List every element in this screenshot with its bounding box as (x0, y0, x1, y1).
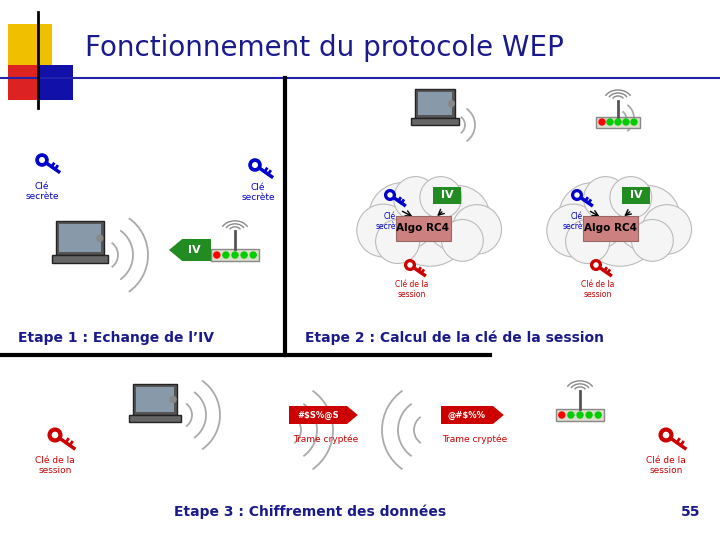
Text: Clé
secrète: Clé secrète (241, 183, 275, 202)
FancyBboxPatch shape (411, 118, 459, 125)
Text: Clé de la
session: Clé de la session (395, 280, 428, 299)
FancyBboxPatch shape (622, 186, 650, 204)
Circle shape (251, 252, 256, 258)
Circle shape (631, 119, 637, 125)
Text: Clé
secrète: Clé secrète (25, 182, 59, 201)
FancyBboxPatch shape (56, 221, 104, 255)
Text: IV: IV (630, 190, 642, 200)
Bar (38, 65, 73, 100)
FancyBboxPatch shape (556, 409, 604, 421)
Text: Etape 1 : Echange de l’IV: Etape 1 : Echange de l’IV (18, 331, 214, 345)
Circle shape (96, 235, 103, 241)
Circle shape (559, 412, 564, 418)
Text: Algo RC4: Algo RC4 (583, 223, 636, 233)
Polygon shape (169, 239, 211, 261)
Circle shape (631, 219, 673, 261)
Circle shape (614, 185, 680, 252)
Circle shape (405, 260, 415, 271)
Circle shape (424, 185, 490, 252)
Circle shape (53, 433, 58, 437)
Circle shape (586, 412, 592, 418)
FancyBboxPatch shape (52, 255, 108, 263)
Circle shape (36, 154, 48, 166)
Text: IV: IV (441, 190, 454, 200)
Circle shape (48, 428, 62, 442)
Circle shape (241, 252, 247, 258)
Circle shape (559, 183, 626, 251)
Circle shape (566, 219, 610, 264)
FancyBboxPatch shape (395, 215, 451, 240)
Circle shape (384, 190, 395, 200)
Text: Etape 3 : Chiffrement des données: Etape 3 : Chiffrement des données (174, 505, 446, 519)
Circle shape (568, 412, 574, 418)
Circle shape (610, 177, 652, 218)
FancyBboxPatch shape (59, 225, 101, 252)
Text: Trame cryptée: Trame cryptée (442, 434, 508, 443)
Circle shape (389, 184, 472, 266)
FancyBboxPatch shape (418, 92, 452, 115)
Text: Clé de la
session: Clé de la session (646, 456, 686, 475)
Circle shape (214, 252, 220, 258)
Circle shape (452, 205, 502, 254)
Circle shape (388, 193, 392, 197)
Text: @#$%%: @#$%% (448, 410, 486, 420)
Text: Clé de la
session: Clé de la session (581, 280, 615, 299)
Circle shape (40, 158, 45, 163)
Circle shape (594, 263, 598, 267)
Circle shape (659, 428, 673, 442)
Circle shape (590, 260, 601, 271)
Circle shape (449, 100, 454, 106)
Circle shape (376, 219, 420, 264)
Polygon shape (289, 406, 358, 424)
Circle shape (579, 184, 661, 266)
Circle shape (394, 177, 438, 221)
FancyBboxPatch shape (129, 415, 181, 422)
Bar (8, 24, 52, 68)
Circle shape (408, 263, 412, 267)
Circle shape (357, 204, 410, 257)
Circle shape (223, 252, 229, 258)
Text: IV: IV (188, 245, 200, 255)
FancyBboxPatch shape (133, 384, 177, 415)
Bar (8, 65, 43, 100)
Text: 55: 55 (680, 505, 700, 519)
Circle shape (577, 412, 583, 418)
Circle shape (623, 119, 629, 125)
Circle shape (595, 412, 601, 418)
Circle shape (253, 163, 257, 167)
FancyBboxPatch shape (136, 387, 174, 412)
FancyBboxPatch shape (415, 89, 456, 118)
FancyBboxPatch shape (582, 215, 637, 240)
Text: Clé de la
session: Clé de la session (35, 456, 75, 475)
Circle shape (170, 396, 176, 402)
Circle shape (546, 204, 600, 257)
Circle shape (599, 119, 605, 125)
Circle shape (441, 219, 483, 261)
Text: Clé
secrète: Clé secrète (376, 212, 404, 232)
Circle shape (615, 119, 621, 125)
Text: Fonctionnement du protocole WEP: Fonctionnement du protocole WEP (85, 34, 564, 62)
Text: Etape 2 : Calcul de la clé de la session: Etape 2 : Calcul de la clé de la session (305, 330, 604, 345)
Circle shape (575, 193, 579, 197)
Text: Trame cryptée: Trame cryptée (293, 434, 359, 443)
Text: #$S%@S: #$S%@S (297, 410, 339, 420)
Circle shape (663, 433, 669, 437)
Text: Algo RC4: Algo RC4 (397, 223, 449, 233)
Circle shape (249, 159, 261, 171)
Text: Clé
secrète: Clé secrète (563, 212, 591, 232)
FancyBboxPatch shape (596, 117, 640, 127)
Circle shape (232, 252, 238, 258)
FancyBboxPatch shape (433, 186, 461, 204)
Polygon shape (441, 406, 504, 424)
Circle shape (369, 183, 437, 251)
Circle shape (584, 177, 628, 221)
Circle shape (572, 190, 582, 200)
FancyBboxPatch shape (211, 249, 259, 261)
Circle shape (607, 119, 613, 125)
Circle shape (420, 177, 462, 218)
Circle shape (642, 205, 691, 254)
